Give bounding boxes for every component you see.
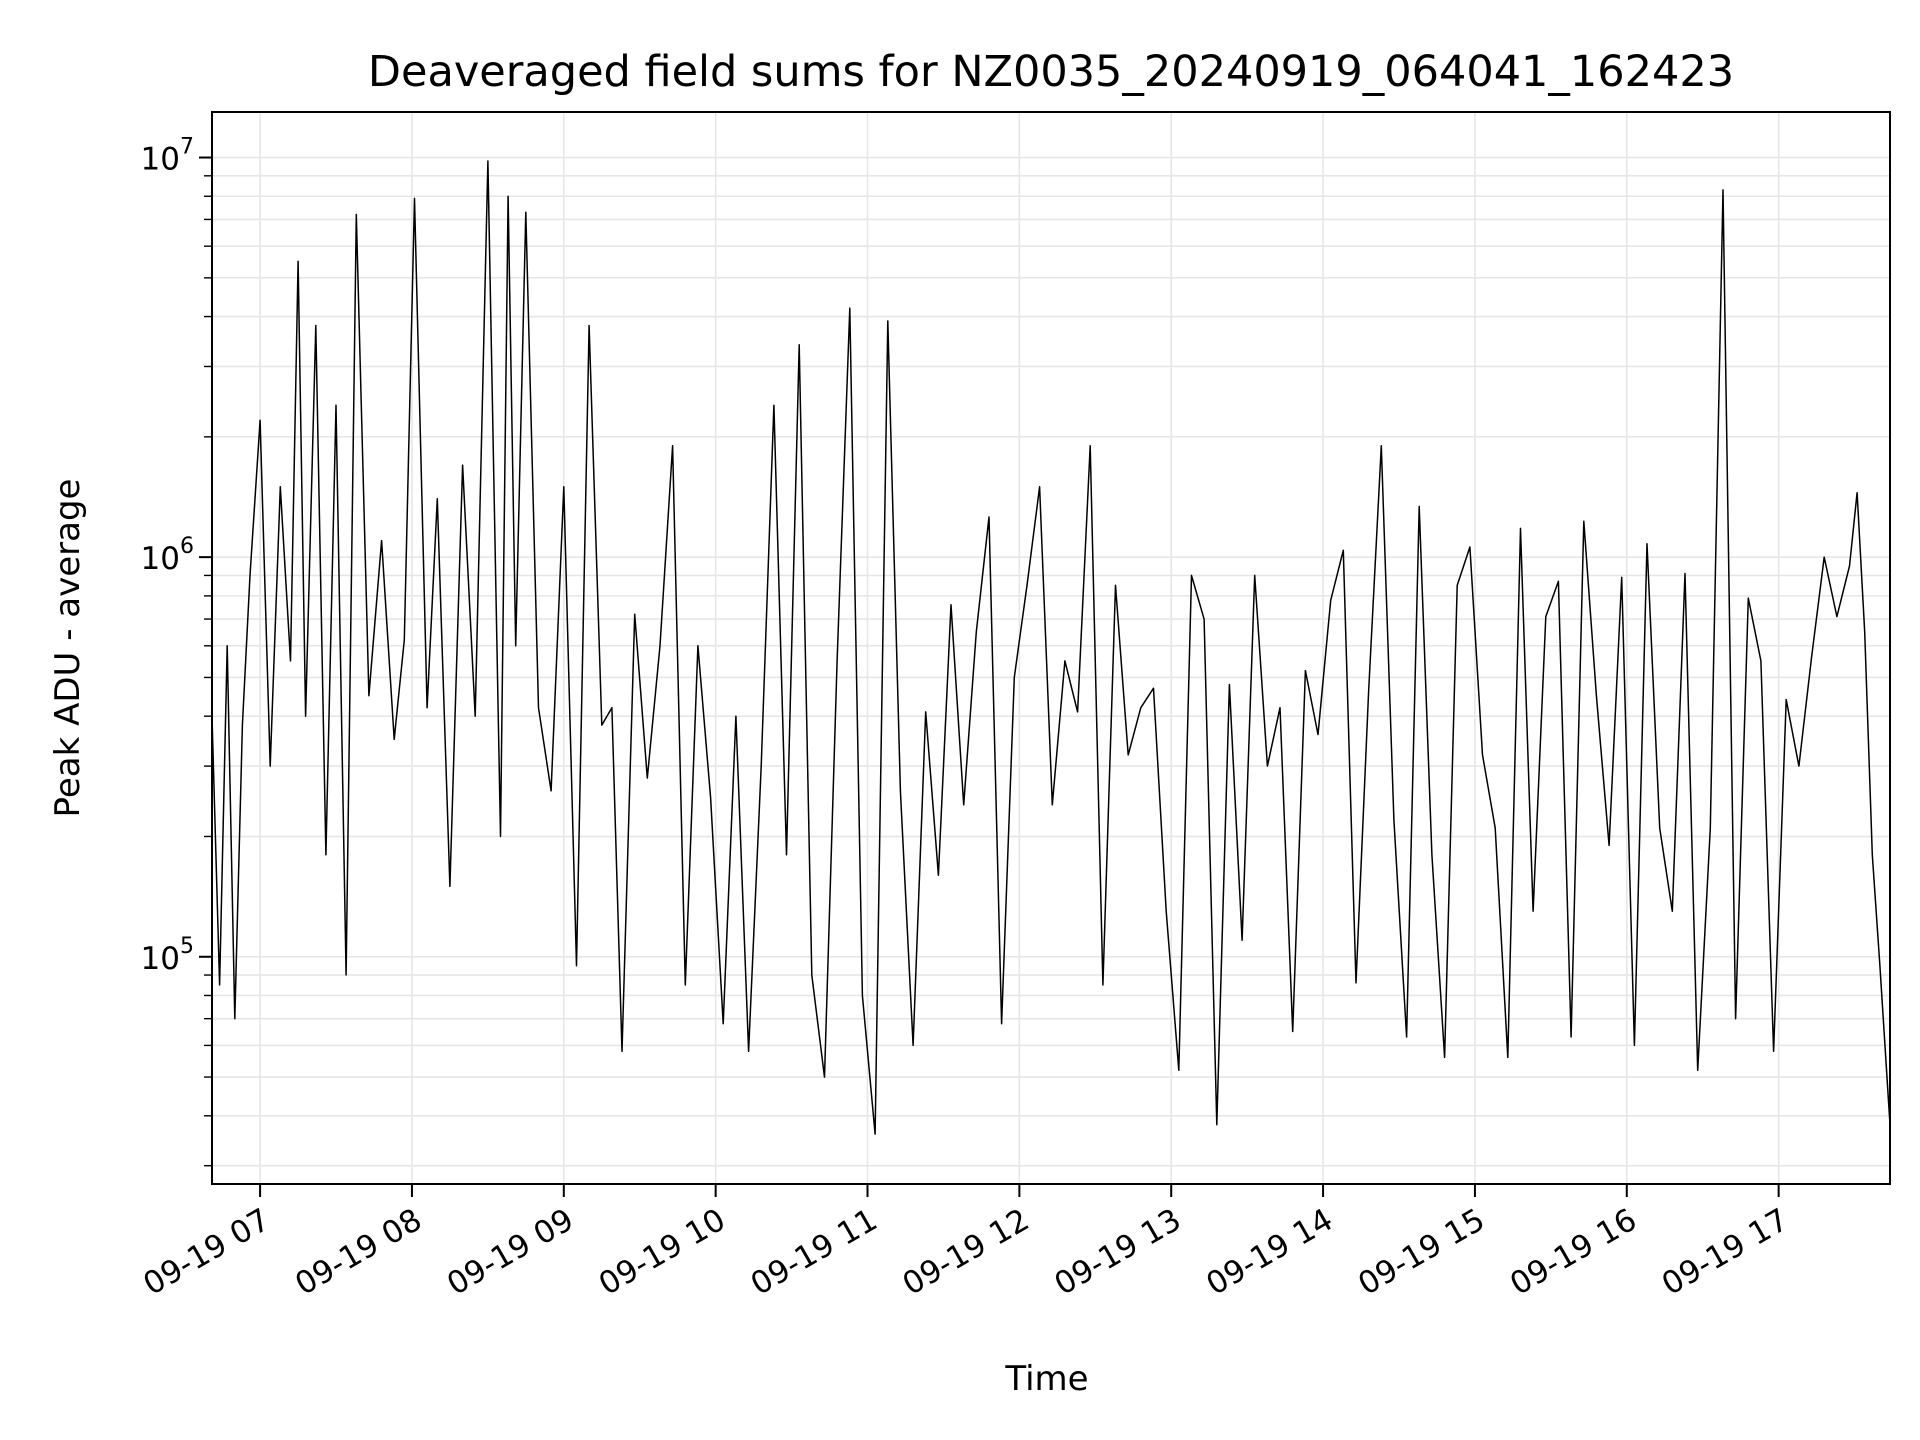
y-tick-label: 105 — [141, 934, 194, 977]
x-tick-label: 09-19 14 — [1200, 1202, 1339, 1303]
x-tick-label: 09-19 07 — [137, 1202, 276, 1303]
x-tick-label: 09-19 17 — [1656, 1202, 1795, 1303]
minor-grid — [204, 175, 1890, 1167]
major-grid — [212, 112, 1890, 1184]
x-tick-label: 09-19 11 — [745, 1202, 884, 1303]
x-axis-label: Time — [1004, 1359, 1088, 1399]
x-tick-label: 09-19 15 — [1352, 1202, 1491, 1303]
x-tick-label: 09-19 12 — [897, 1202, 1036, 1303]
x-tick-label: 09-19 10 — [593, 1202, 732, 1303]
chart-title: Deaveraged field sums for NZ0035_2024091… — [368, 47, 1734, 97]
y-axis-label: Peak ADU - average — [48, 479, 88, 818]
data-series-line — [211, 160, 1891, 1135]
y-tick-label: 106 — [141, 534, 194, 577]
x-tick-label: 09-19 08 — [289, 1202, 428, 1303]
plot-frame — [211, 111, 1891, 1185]
y-tick-label: 107 — [141, 135, 194, 178]
y-axis-ticks: 105 106 107 — [141, 135, 212, 977]
x-axis-ticks: 09-19 07 09-19 08 09-19 09 09-19 10 09-19 11… — [137, 1184, 1795, 1303]
x-tick-label: 09-19 16 — [1504, 1202, 1643, 1303]
series-layer — [211, 160, 1891, 1135]
x-tick-label: 09-19 09 — [441, 1202, 580, 1303]
x-tick-label: 09-19 13 — [1049, 1202, 1188, 1303]
